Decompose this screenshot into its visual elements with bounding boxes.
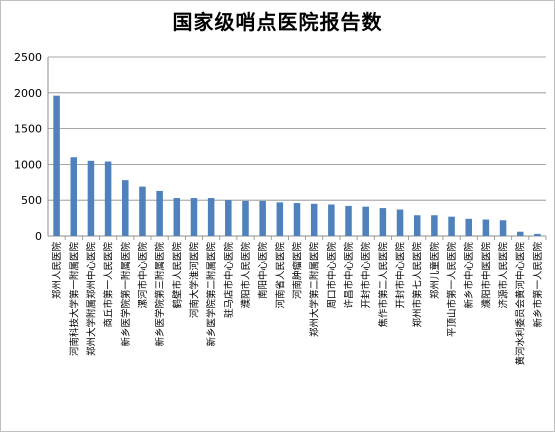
x-tick-label: 郑州大学附属郑州中心医院 xyxy=(85,242,97,357)
y-tick-label: 2500 xyxy=(14,51,42,64)
bar xyxy=(87,160,95,236)
bar xyxy=(53,95,60,236)
bar xyxy=(122,180,129,236)
bar xyxy=(173,198,181,236)
x-tick-label: 南阳中心医院 xyxy=(257,242,269,300)
x-tick-label: 黄河水利委员会黄河中心医院 xyxy=(515,242,527,366)
bar xyxy=(259,200,266,236)
x-tick-label: 郑州人民医院 xyxy=(51,242,63,300)
bar xyxy=(70,157,78,236)
x-tick-label: 鹤壁市人民医院 xyxy=(171,242,183,309)
bar xyxy=(396,209,404,236)
bar xyxy=(465,218,472,236)
chart-title: 国家级哨点医院报告数 xyxy=(172,10,383,34)
x-tick-label: 漯河市中心医院 xyxy=(137,242,149,309)
x-tick-label: 郑州大学第二附属医院 xyxy=(309,242,321,338)
x-tick-label: 河南省人民医院 xyxy=(274,242,286,309)
bar xyxy=(310,203,318,236)
x-tick-label: 新乡医学院第三附属医院 xyxy=(154,242,166,347)
bar xyxy=(139,186,146,236)
bar xyxy=(104,161,112,236)
y-tick-label: 1500 xyxy=(14,123,42,136)
x-tick-label: 平顶山市第一人民医院 xyxy=(446,242,458,338)
bar xyxy=(413,215,421,236)
bar xyxy=(448,216,455,236)
x-tick-label: 河南科技大学第一附属医院 xyxy=(68,242,80,357)
x-tick-label: 驻马店市中心医院 xyxy=(223,242,235,319)
x-tick-label: 河南肿瘤医院 xyxy=(292,242,304,300)
x-tick-label: 濮阳市中医医院 xyxy=(480,242,492,309)
y-tick-label: 1000 xyxy=(14,158,42,171)
bar xyxy=(516,231,524,236)
bar xyxy=(190,198,198,236)
x-tick-label: 郑州儿童医院 xyxy=(429,242,441,300)
bar xyxy=(207,198,215,236)
bar xyxy=(345,205,352,236)
y-tick-label: 500 xyxy=(21,194,42,207)
y-tick-label: 2000 xyxy=(14,87,42,100)
bar xyxy=(225,200,232,236)
bar xyxy=(534,233,541,236)
x-tick-label: 河南大学淮河医院 xyxy=(188,242,200,319)
bar xyxy=(328,204,335,236)
x-tick-label: 新乡市中心医院 xyxy=(463,242,475,309)
bar xyxy=(362,206,369,236)
y-tick-label: 0 xyxy=(35,230,42,243)
x-tick-label: 开封市中心医院 xyxy=(395,242,407,309)
x-tick-label: 濮阳市人民医院 xyxy=(240,242,252,309)
x-tick-label: 开封市中心医院 xyxy=(360,242,372,309)
bar xyxy=(379,208,387,236)
bar xyxy=(431,215,438,236)
x-tick-label: 新乡市第一人民医院 xyxy=(532,242,544,328)
bar xyxy=(276,202,284,236)
bar xyxy=(482,219,490,236)
x-tick-label: 许昌市中心医院 xyxy=(343,242,355,309)
x-tick-label: 新乡医学院第一附属医院 xyxy=(120,242,132,347)
x-tick-label: 周口市中心医院 xyxy=(326,242,338,309)
x-tick-label: 焦作市第二人民医院 xyxy=(377,242,389,328)
x-tick-label: 新乡医学院第二附属医院 xyxy=(206,242,218,347)
x-tick-label: 商丘市第一人民医院 xyxy=(103,242,115,328)
bar xyxy=(499,220,507,236)
bar xyxy=(293,203,301,236)
x-tick-label: 郑州市第七人民医院 xyxy=(412,242,424,328)
bar xyxy=(156,190,163,236)
bar xyxy=(242,200,249,236)
x-tick-label: 济源市人民医院 xyxy=(498,242,510,309)
